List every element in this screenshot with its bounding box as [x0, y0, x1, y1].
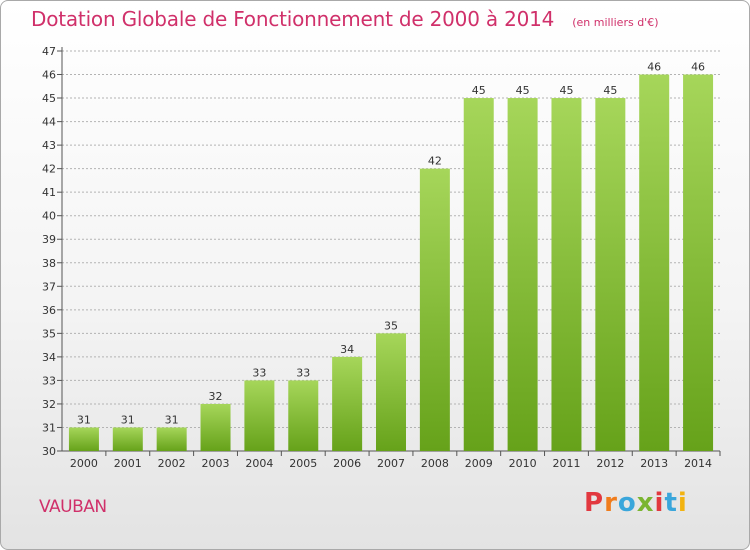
chart-subtitle: (en milliers d'€): [572, 16, 659, 29]
logo-letter: i: [654, 488, 665, 518]
bar-2004: [244, 380, 275, 451]
x-tick-label: 2000: [70, 457, 98, 470]
logo-letter: t: [664, 488, 678, 518]
bar-2007: [376, 333, 406, 451]
x-tick-label: 2012: [596, 457, 624, 470]
y-tick-label: 47: [42, 45, 56, 58]
y-tick-label: 40: [42, 210, 56, 223]
x-tick-label: 2011: [552, 457, 580, 470]
bar-2006: [332, 356, 363, 451]
chart-title: Dotation Globale de Fonctionnement de 20…: [31, 7, 555, 31]
x-tick-label: 2013: [640, 457, 668, 470]
y-tick-label: 37: [42, 280, 56, 293]
y-tick-label: 41: [42, 186, 56, 199]
value-label: 32: [209, 390, 223, 403]
bar-2014: [683, 74, 714, 451]
y-tick-label: 34: [42, 351, 56, 364]
bar-2012: [595, 98, 626, 451]
value-label: 46: [691, 61, 705, 74]
logo-letter: P: [584, 488, 605, 518]
x-tick-label: 2001: [114, 457, 142, 470]
value-label: 33: [252, 366, 266, 379]
bar-2000: [68, 427, 99, 451]
logo-letter: o: [617, 488, 637, 518]
y-tick-label: 38: [42, 257, 56, 270]
bar-2010: [507, 98, 538, 451]
y-tick-label: 46: [42, 69, 56, 82]
value-label: 45: [472, 84, 486, 97]
x-tick-label: 2005: [289, 457, 317, 470]
value-label: 45: [603, 84, 617, 97]
x-tick-label: 2002: [158, 457, 186, 470]
x-tick-label: 2014: [684, 457, 712, 470]
x-tick-label: 2007: [377, 457, 405, 470]
value-label: 46: [647, 61, 661, 74]
proxiti-logo[interactable]: Proxiti: [584, 488, 688, 518]
value-label: 31: [77, 413, 91, 426]
y-tick-label: 42: [42, 163, 56, 176]
x-tick-label: 2003: [202, 457, 230, 470]
x-tick-label: 2010: [509, 457, 537, 470]
value-label: 31: [165, 413, 179, 426]
bar-2013: [639, 74, 670, 451]
bar-2005: [288, 380, 319, 451]
value-label: 31: [121, 413, 135, 426]
bar-2003: [200, 403, 231, 451]
logo-letter: r: [604, 488, 618, 518]
x-tick-label: 2009: [465, 457, 493, 470]
bars: [68, 74, 714, 451]
y-tick-label: 43: [42, 139, 56, 152]
y-tick-label: 44: [42, 116, 56, 129]
commune-name: VAUBAN: [39, 497, 107, 517]
x-tick-label: 2008: [421, 457, 449, 470]
bar-2009: [463, 98, 494, 451]
y-tick-label: 33: [42, 374, 56, 387]
value-label: 35: [384, 319, 398, 332]
y-tick-label: 36: [42, 304, 56, 317]
title-row: Dotation Globale de Fonctionnement de 20…: [31, 7, 658, 31]
y-tick-label: 39: [42, 233, 56, 246]
value-label: 45: [559, 84, 573, 97]
x-tick-label: 2004: [245, 457, 273, 470]
y-tick-label: 45: [42, 92, 56, 105]
bar-2011: [551, 98, 582, 451]
value-label: 34: [340, 343, 354, 356]
bar-2001: [112, 427, 143, 451]
value-label: 45: [516, 84, 530, 97]
bar-2008: [419, 168, 450, 451]
y-tick-label: 31: [42, 421, 56, 434]
data-labels: 31 31 31 32 33 33 34 35 42 45 45 45 45 46 46: [77, 61, 705, 427]
y-tick-label: 35: [42, 327, 56, 340]
value-label: 42: [428, 155, 442, 168]
bar-2002: [156, 427, 187, 451]
x-tick-label: 2006: [333, 457, 361, 470]
logo-letter: i: [677, 488, 688, 518]
y-tick-label: 32: [42, 398, 56, 411]
value-label: 33: [296, 366, 310, 379]
logo-letter: x: [636, 488, 655, 518]
y-tick-label: 30: [42, 445, 56, 458]
